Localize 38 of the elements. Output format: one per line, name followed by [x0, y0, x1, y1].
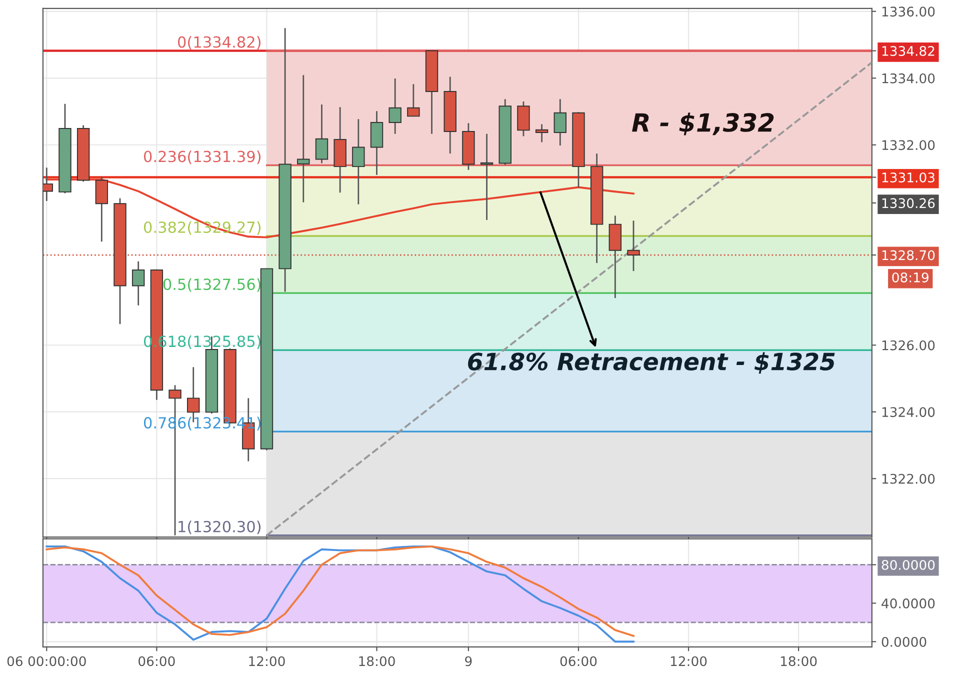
y-tick-label: 0.0000	[882, 636, 926, 647]
y-tick-label: 1324.00	[882, 407, 935, 418]
y-tick-label: 1331.03	[882, 172, 934, 182]
ref-line-label: 0.236(1331.39)	[144, 150, 260, 164]
candlestick	[315, 104, 328, 164]
ref-line-label: 1(1320.30)	[178, 520, 260, 534]
ref-line-label: 0(1334.82)	[178, 36, 260, 50]
candlestick	[297, 74, 310, 203]
y-tick-label: 40.0000	[882, 598, 935, 608]
y-tick-label: 1336.00	[882, 6, 935, 17]
x-tick-label: 06:00	[560, 656, 597, 666]
y-tick-label: 1330.26	[882, 198, 935, 208]
line-series	[46, 178, 634, 238]
y-tick-label: 1322.00	[882, 474, 935, 484]
text: 08:19	[892, 272, 928, 282]
annotation: R - $1,332	[632, 112, 774, 136]
x-tick-label: 06:00	[138, 656, 175, 666]
y-tick-label: 1334.82	[882, 46, 934, 56]
x-tick-label: 18:00	[359, 656, 395, 666]
ref-line-label: 0.5(1327.56)	[163, 278, 260, 292]
candlestick	[407, 83, 420, 117]
candlestick	[132, 260, 145, 306]
x-tick-label: 06 00:00:00	[7, 656, 86, 666]
candlestick	[554, 98, 566, 146]
candlestick	[388, 78, 402, 135]
candlestick	[95, 176, 108, 242]
y-tick-label: 80.0000	[882, 560, 935, 570]
candlestick	[352, 118, 365, 205]
x-tick-label: 9	[465, 656, 472, 666]
annotation: 61.8% Retracement - $1325	[468, 352, 835, 374]
y-tick-label: 1326.00	[882, 340, 935, 350]
x-tick-label: 12:00	[670, 656, 707, 666]
y-tick-label: 1328.70	[882, 250, 935, 260]
y-tick-label: 1332.00	[882, 140, 935, 150]
x-tick-label: 18:00	[780, 656, 817, 666]
x-tick-label: 12:00	[249, 656, 285, 666]
candlestick	[535, 123, 548, 143]
y-tick-label: 1334.00	[882, 73, 935, 84]
